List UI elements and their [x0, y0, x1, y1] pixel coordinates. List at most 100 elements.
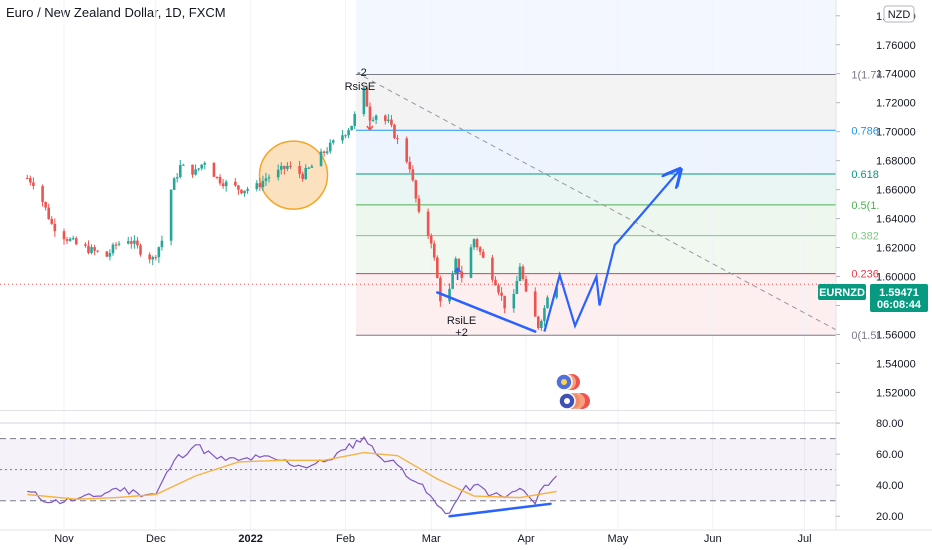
candle-body	[200, 164, 203, 169]
event-icons[interactable]	[555, 373, 590, 410]
candle-body	[491, 257, 494, 280]
trend-line[interactable]	[363, 76, 848, 337]
fib-level-label: 0.382	[851, 231, 879, 243]
candle-body	[105, 251, 109, 257]
candle-body	[191, 164, 194, 175]
candle-body	[384, 115, 387, 121]
x-tick-label: Jun	[704, 533, 722, 545]
fib-zone	[355, 204, 848, 236]
candle-body	[475, 239, 479, 248]
candle-body	[87, 245, 90, 253]
highlight-circle[interactable]	[258, 140, 329, 210]
candle-body	[154, 257, 158, 259]
price-axis[interactable]: 1.520001.540001.560001.580001.600001.620…	[836, 11, 916, 400]
x-tick-label: 2022	[238, 533, 262, 545]
y-tick-label: 1.66000	[876, 185, 916, 197]
candle-body	[387, 119, 390, 121]
candle-body	[537, 316, 540, 328]
rsi-line	[27, 436, 558, 515]
x-tick-label: Feb	[336, 533, 355, 545]
candle-body	[96, 250, 99, 252]
rsi-y-tick-label: 80.00	[876, 418, 904, 430]
signal-markers: -2 RsiSE RsiLE+2	[345, 67, 618, 339]
candle-body	[524, 279, 528, 292]
candle-body	[543, 308, 546, 321]
candle-body	[457, 258, 461, 272]
candle-body	[243, 190, 246, 194]
price-tag[interactable]: EURNZD 1.59471 06:08:44	[818, 284, 928, 312]
candle-body	[197, 168, 200, 170]
candle-body	[448, 288, 451, 302]
candle-body	[533, 291, 537, 317]
candle-body	[182, 164, 185, 166]
candle-body	[460, 271, 464, 278]
sell-arrow-icon	[366, 116, 374, 131]
x-tick-label: May	[607, 533, 628, 545]
buy-signal-label: RsiLE	[447, 315, 476, 327]
candle-body	[114, 244, 118, 246]
candle-body	[481, 251, 485, 258]
candle-body	[310, 166, 314, 168]
candle-body	[194, 169, 197, 175]
candle-body	[90, 247, 93, 253]
candle-body	[322, 151, 326, 153]
chart-title: Euro / New Zealand Dollar, 1D, FXCM	[6, 5, 226, 20]
fib-zone	[355, 0, 848, 75]
candle-body	[393, 124, 396, 139]
candle-body	[93, 247, 96, 251]
x-grid	[63, 0, 806, 530]
candlestick-series[interactable]	[25, 85, 558, 331]
y-tick-label: 1.72000	[876, 98, 916, 110]
price-tag-countdown: 06:08:44	[877, 299, 922, 311]
projection-arrowhead	[614, 242, 618, 245]
candle-body	[47, 207, 50, 219]
projection-arrowhead	[599, 245, 615, 306]
candle-body	[178, 165, 182, 178]
candle-body	[160, 240, 164, 248]
price-tag-symbol: EURNZD	[819, 287, 865, 299]
x-tick-label: Mar	[422, 533, 441, 545]
candle-body	[203, 162, 207, 165]
candle-body	[469, 247, 473, 278]
candle-body	[32, 182, 35, 187]
y-tick-label: 1.64000	[876, 214, 916, 226]
flag-icon-group-2[interactable]	[558, 392, 590, 410]
candle-body	[68, 238, 72, 241]
currency-badge-label: NZD	[888, 9, 911, 21]
candle-body	[555, 287, 558, 298]
candle-body	[130, 241, 133, 244]
currency-badge[interactable]: NZD	[883, 5, 915, 23]
projection-arrowhead	[544, 275, 559, 306]
y-tick-label: 1.76000	[876, 40, 916, 52]
candle-body	[414, 180, 418, 199]
time-axis[interactable]: Nov Dec 2022 Feb Mar Apr May Jun Jul	[54, 533, 811, 545]
fib-level-label: 0.618	[851, 169, 879, 181]
candle-body	[117, 243, 121, 245]
projection-arrowhead	[575, 277, 596, 326]
support-line[interactable]	[436, 291, 537, 333]
candle-body	[139, 245, 142, 255]
y-tick-label: 1.60000	[876, 272, 916, 284]
sell-signal-count: -2	[357, 67, 367, 79]
candle-body	[126, 241, 130, 244]
candle-body	[540, 320, 543, 328]
rsi-pane[interactable]	[0, 436, 836, 518]
candle-body	[432, 243, 436, 258]
fibonacci-levels[interactable]	[355, 73, 848, 336]
candle-body	[365, 87, 369, 107]
candle-body	[246, 188, 249, 191]
candle-body	[341, 135, 344, 141]
candle-body	[65, 239, 69, 241]
candle-body	[417, 198, 421, 212]
candle-body	[494, 279, 497, 286]
candle-body	[169, 189, 173, 241]
candle-body	[136, 240, 139, 246]
candle-body	[521, 266, 525, 280]
candle-body	[478, 247, 482, 252]
candle-body	[362, 87, 366, 115]
candle-body	[234, 181, 237, 186]
flag-icon-group-1[interactable]	[555, 373, 580, 391]
rsi-axis: 20.00 40.00 60.00 80.00	[836, 418, 904, 523]
fib-zone	[355, 74, 848, 131]
